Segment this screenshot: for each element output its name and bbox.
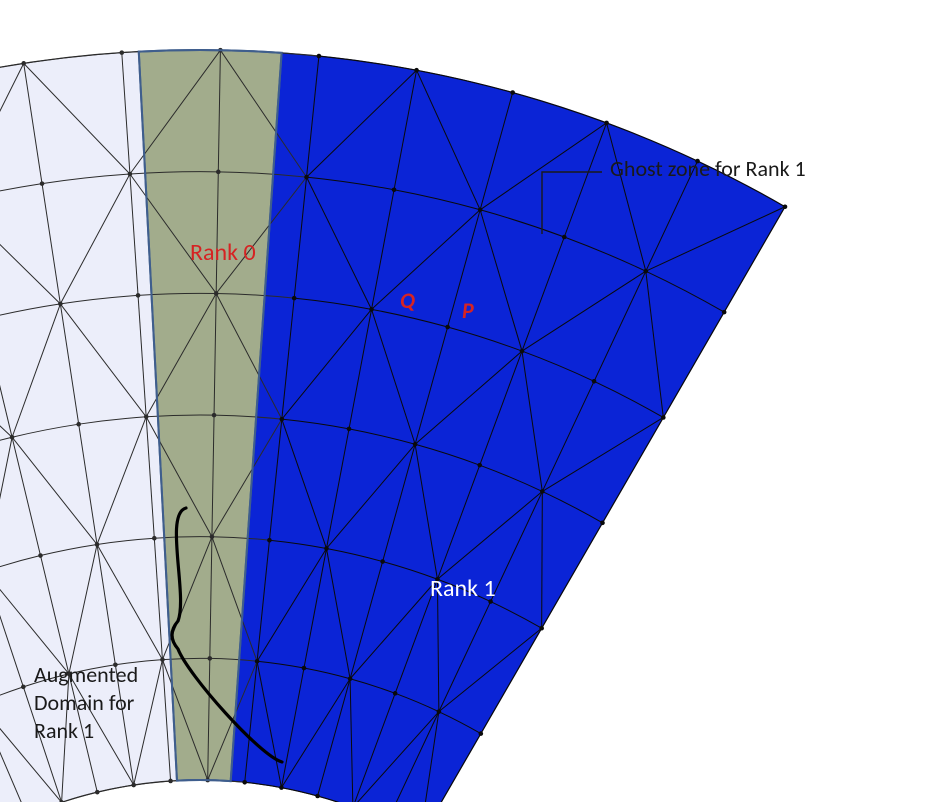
rank0-label: Rank 0	[190, 238, 256, 267]
point-q-label: Q	[400, 287, 415, 314]
augmented-label-line2: Domain for	[34, 689, 135, 716]
point-p-label: P	[462, 297, 474, 324]
rank1-label: Rank 1	[430, 574, 496, 603]
augmented-label-line1: Augmented	[34, 661, 138, 688]
augmented-label-line3: Rank 1	[34, 717, 94, 744]
ghost-zone-diagram: Rank 0 Rank 1 Q P Ghost zone for Rank 1 Augme…	[0, 0, 928, 802]
ghost-zone-label: Ghost zone for Rank 1	[610, 155, 806, 182]
